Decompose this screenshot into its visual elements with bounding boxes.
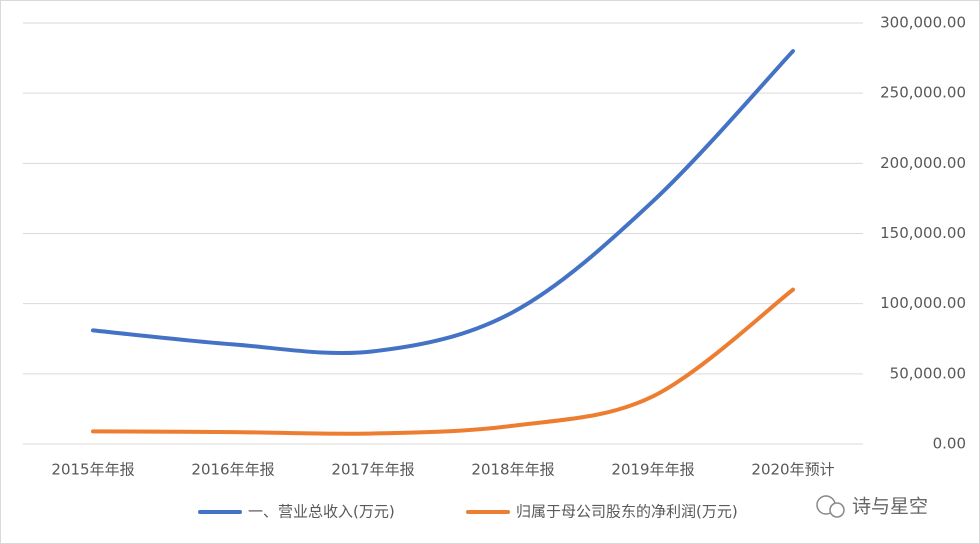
x-tick-label: 2020年预计 bbox=[751, 461, 834, 479]
x-tick-label: 2019年年报 bbox=[611, 461, 694, 479]
watermark: 诗与星空 bbox=[816, 495, 928, 518]
x-tick-label: 2015年年报 bbox=[51, 461, 134, 479]
y-tick-label: 50,000.00 bbox=[890, 364, 966, 382]
x-tick-label: 2018年年报 bbox=[471, 461, 554, 479]
y-tick-label: 200,000.00 bbox=[880, 154, 966, 172]
series-line bbox=[91, 287, 795, 436]
legend-label: 归属于母公司股东的净利润(万元) bbox=[516, 503, 738, 521]
legend-label: 一、营业总收入(万元) bbox=[248, 503, 395, 521]
y-tick-label: 150,000.00 bbox=[880, 224, 966, 242]
y-tick-label: 250,000.00 bbox=[880, 84, 966, 102]
y-tick-label: 0.00 bbox=[933, 435, 966, 453]
series-line bbox=[91, 49, 795, 356]
y-tick-label: 300,000.00 bbox=[880, 14, 966, 32]
y-tick-label: 100,000.00 bbox=[880, 294, 966, 312]
watermark-icon bbox=[829, 502, 845, 518]
watermark-text: 诗与星空 bbox=[852, 496, 928, 518]
x-tick-label: 2017年年报 bbox=[331, 461, 414, 479]
x-tick-label: 2016年年报 bbox=[191, 461, 274, 479]
